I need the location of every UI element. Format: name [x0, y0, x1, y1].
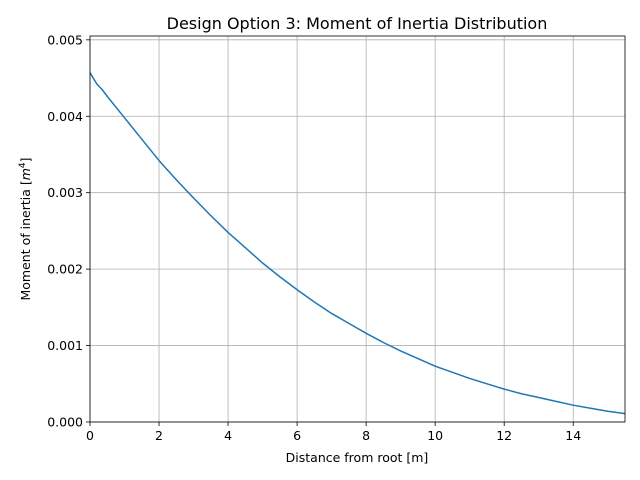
y-axis-ticks: 0.000 0.001 0.002 0.003 0.004 0.005	[47, 32, 90, 430]
x-tick-label: 14	[565, 428, 581, 443]
y-axis-label: Moment of inertia [m4]	[18, 157, 33, 300]
x-tick-label: 6	[293, 428, 301, 443]
y-tick-label: 0.005	[47, 32, 83, 47]
series-line	[89, 72, 626, 415]
y-tick-label: 0.000	[47, 415, 83, 430]
chart-title: Design Option 3: Moment of Inertia Distr…	[167, 14, 548, 33]
x-tick-label: 2	[155, 428, 163, 443]
x-tick-label: 12	[496, 428, 512, 443]
y-axis-label-variable: m	[18, 168, 33, 180]
grid	[89, 36, 625, 423]
series-layer	[89, 72, 626, 415]
y-axis-label-exponent: 4	[18, 162, 28, 168]
x-tick-label: 8	[362, 428, 370, 443]
y-axis-label-suffix: ]	[18, 157, 33, 162]
y-tick-label: 0.004	[47, 109, 83, 124]
x-tick-label: 0	[86, 428, 94, 443]
y-tick-label: 0.002	[47, 262, 83, 277]
x-axis-label: Distance from root [m]	[286, 450, 429, 465]
y-axis-label-prefix: Moment of inertia [	[18, 180, 33, 300]
y-tick-label: 0.001	[47, 338, 83, 353]
x-tick-label: 10	[427, 428, 443, 443]
y-tick-label: 0.003	[47, 185, 83, 200]
plot-frame	[89, 35, 626, 423]
x-tick-label: 4	[224, 428, 232, 443]
x-axis-ticks: 0 2 4 6 8 10 12 14	[86, 422, 581, 443]
